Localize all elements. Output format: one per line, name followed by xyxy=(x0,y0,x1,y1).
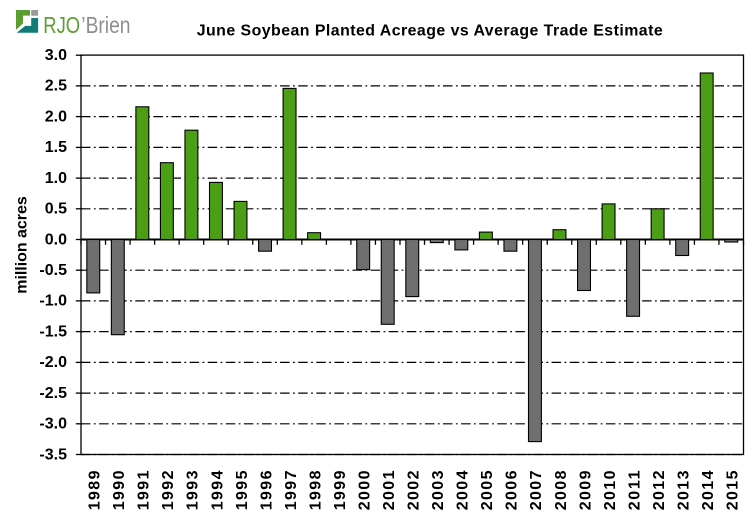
svg-text:2004: 2004 xyxy=(455,470,472,510)
svg-text:2000: 2000 xyxy=(356,470,373,510)
svg-text:2010: 2010 xyxy=(602,470,619,510)
svg-text:2002: 2002 xyxy=(406,470,423,510)
svg-text:RJO: RJO xyxy=(43,12,80,38)
svg-text:2.0: 2.0 xyxy=(45,108,67,125)
svg-text:1989: 1989 xyxy=(87,470,104,510)
svg-text:June Soybean Planted Acreage v: June Soybean Planted Acreage vs Average … xyxy=(197,23,663,40)
svg-text:million acres: million acres xyxy=(14,196,31,294)
svg-text:1992: 1992 xyxy=(160,470,177,510)
svg-text:-3.5: -3.5 xyxy=(39,446,67,463)
svg-text:2006: 2006 xyxy=(504,470,521,510)
svg-text:-1.5: -1.5 xyxy=(39,323,67,340)
svg-text:1997: 1997 xyxy=(283,470,300,510)
svg-text:2014: 2014 xyxy=(700,470,717,510)
svg-text:2003: 2003 xyxy=(430,470,447,510)
svg-text:1.5: 1.5 xyxy=(45,139,67,156)
svg-text:1991: 1991 xyxy=(136,470,153,510)
svg-text:1999: 1999 xyxy=(332,470,349,510)
svg-text:2007: 2007 xyxy=(528,470,545,510)
svg-text:2001: 2001 xyxy=(381,470,398,510)
svg-text:1.0: 1.0 xyxy=(45,170,67,187)
svg-text:1993: 1993 xyxy=(185,470,202,510)
svg-text:-2.0: -2.0 xyxy=(39,354,67,371)
svg-text:-2.5: -2.5 xyxy=(39,385,67,402)
svg-text:2013: 2013 xyxy=(675,470,692,510)
svg-text:-0.5: -0.5 xyxy=(39,262,67,279)
svg-text:-1.0: -1.0 xyxy=(39,293,67,310)
svg-text:2015: 2015 xyxy=(725,470,742,510)
svg-text:2.5: 2.5 xyxy=(45,78,67,95)
svg-text:1995: 1995 xyxy=(234,470,251,510)
svg-text:0.5: 0.5 xyxy=(45,201,67,218)
svg-text:1990: 1990 xyxy=(111,470,128,510)
svg-text:2009: 2009 xyxy=(577,470,594,510)
svg-text:1996: 1996 xyxy=(258,470,275,510)
svg-text:2008: 2008 xyxy=(553,470,570,510)
svg-text:2012: 2012 xyxy=(651,470,668,510)
svg-text:’Brien: ’Brien xyxy=(81,12,130,38)
svg-text:2005: 2005 xyxy=(479,470,496,510)
svg-text:1998: 1998 xyxy=(307,470,324,510)
svg-text:-3.0: -3.0 xyxy=(39,416,67,433)
svg-text:0.0: 0.0 xyxy=(45,231,67,248)
svg-text:1994: 1994 xyxy=(209,470,226,510)
svg-text:3.0: 3.0 xyxy=(45,47,67,64)
